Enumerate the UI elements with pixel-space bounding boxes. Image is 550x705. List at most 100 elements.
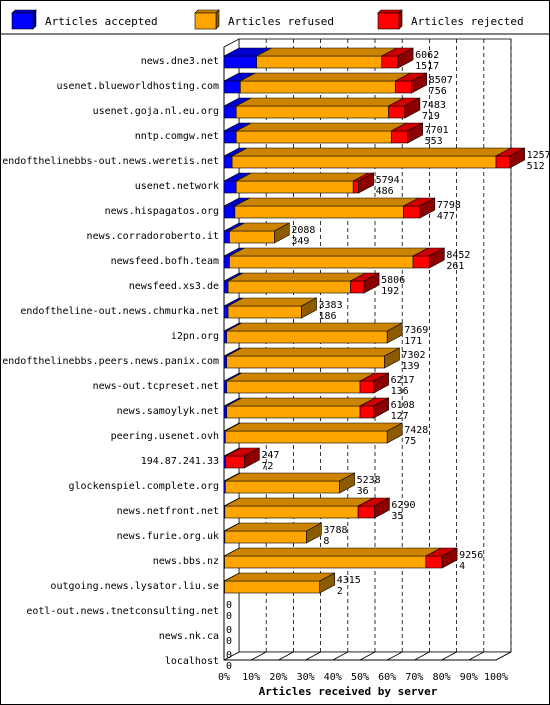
category-label: i2pn.org [171, 331, 219, 342]
value-label-bottom: 127 [391, 411, 409, 422]
legend-label: Articles rejected [411, 15, 524, 28]
floor-tick-line [495, 651, 512, 661]
bar-segment [223, 205, 236, 219]
bar-segment [225, 430, 388, 444]
bar-segment-top [256, 47, 397, 57]
value-label-bottom: 756 [429, 86, 447, 97]
bar-segment-side [386, 322, 403, 344]
bar-segment [229, 255, 414, 269]
bar-segment-top [224, 547, 441, 557]
value-label-top: 7701 [425, 125, 449, 136]
bar-segment [225, 455, 245, 469]
x-tick-label: 80% [433, 672, 451, 683]
bar-segment-side [384, 347, 400, 369]
legend-label: Articles accepted [45, 15, 158, 28]
bar-segment [226, 380, 361, 394]
bar-segment-side [441, 547, 458, 569]
value-label-top: 0 [226, 650, 232, 661]
value-label-bottom: 0 [226, 611, 232, 622]
bar-segment [226, 330, 388, 344]
bar-segment-side [411, 72, 427, 94]
bar-segment [223, 130, 237, 144]
bar-segment-side [509, 147, 525, 169]
floor-tick-line [251, 651, 267, 661]
bar-segment [226, 405, 361, 419]
value-label-bottom: 261 [446, 261, 464, 272]
bar-segment [395, 80, 412, 94]
legend-swatch-side [398, 9, 403, 30]
category-label: newsfeed.xs3.de [129, 281, 219, 292]
bar-segment-side [407, 122, 423, 144]
value-label-top: 4315 [337, 575, 361, 586]
category-label: endoftheline-out.news.chmurka.net [20, 306, 219, 317]
bar-segment [224, 530, 307, 544]
bar-segment [381, 55, 399, 69]
value-label-bottom: 186 [319, 311, 337, 322]
value-label-top: 9256 [459, 550, 483, 561]
x-tick-label: 70% [405, 672, 423, 683]
category-label: peering.usenet.ovh [111, 431, 219, 442]
bar-segment-top [225, 472, 355, 482]
category-label: newsfeed.bofh.team [111, 256, 219, 267]
bar-segment [223, 280, 229, 294]
category-label: news.netfront.net [117, 506, 219, 517]
category-label: news.dne3.net [141, 56, 219, 67]
bar-segment [223, 305, 229, 319]
bar-segment-top [240, 72, 411, 82]
value-label-bottom: 35 [391, 511, 403, 522]
bar-segment-top [224, 497, 374, 507]
bar-segment-top [229, 247, 429, 257]
bar-segment [226, 355, 385, 369]
bar-segment [223, 180, 237, 194]
category-label: endofthelinebbs-out.news.weretis.net [2, 156, 219, 167]
bar-segment-side [358, 172, 374, 194]
bar-segment [390, 130, 408, 144]
bar-segment-top [236, 122, 407, 132]
bar-segment [412, 255, 430, 269]
value-label-bottom: 192 [381, 286, 399, 297]
category-label: news.nk.ca [159, 631, 219, 642]
category-label: 194.87.241.33 [141, 456, 219, 467]
bar-segment-top [226, 322, 403, 332]
bar-segment [224, 555, 427, 569]
bar-segment-side [373, 397, 389, 419]
legend-swatch-side [215, 9, 220, 30]
value-label-bottom: 36 [357, 486, 369, 497]
bar-segment [388, 105, 406, 119]
x-tick-label: 30% [297, 672, 315, 683]
bar-segment [235, 105, 389, 119]
value-label-bottom: 0 [226, 636, 232, 647]
value-label-bottom: 512 [527, 161, 545, 172]
value-label-top: 7369 [404, 325, 428, 336]
bar-segment-side [373, 372, 389, 394]
bar-segment [224, 580, 321, 594]
floor-tick-line [332, 651, 348, 661]
floor-tick-line [359, 651, 376, 661]
category-label: news.corradoroberto.it [87, 231, 219, 242]
bar-segment [223, 330, 228, 344]
bar-segment [223, 405, 228, 419]
bar-segment-top [232, 147, 512, 157]
legend-label: Articles refused [228, 15, 334, 28]
value-label-top: 6217 [391, 375, 415, 386]
value-label-top: 7302 [401, 350, 425, 361]
x-tick-label: 90% [460, 672, 478, 683]
value-label-bottom: 0 [226, 661, 232, 672]
x-tick-label: 100% [484, 672, 508, 683]
value-label-top: 12572 [527, 150, 550, 161]
bar-segment-side [386, 422, 403, 444]
value-label-bottom: 171 [404, 336, 422, 347]
bar-segment-top [226, 347, 400, 357]
floor-tick-line [278, 651, 294, 661]
value-label-top: 6108 [391, 400, 415, 411]
value-label-bottom: 553 [425, 136, 443, 147]
bar-segment [225, 480, 340, 494]
bar-segment-side [306, 522, 322, 544]
bar-segment-side [429, 247, 445, 269]
floor-tick-line [468, 651, 484, 661]
bar-segment [223, 155, 233, 169]
value-label-bottom: 75 [404, 436, 416, 447]
bar-segment-top [225, 422, 403, 432]
value-label-top: 3383 [319, 300, 343, 311]
